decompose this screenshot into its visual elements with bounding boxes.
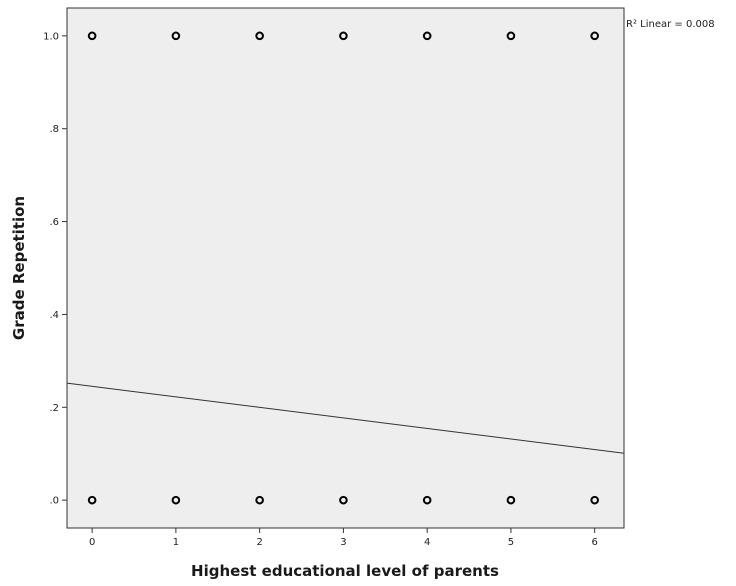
plot-area: [66, 7, 625, 529]
x-tick-label: 0: [89, 537, 95, 548]
y-tick-label: .8: [49, 124, 59, 135]
y-axis: .0 .2 .4 .6 .8 1.0: [43, 31, 67, 507]
data-point: [422, 31, 432, 41]
data-point: [590, 31, 599, 41]
x-axis: 0 1 2 3 4 5 6: [89, 528, 598, 548]
data-point: [506, 495, 516, 505]
data-point: [87, 495, 97, 505]
data-point: [171, 495, 181, 505]
y-tick-label: .4: [49, 310, 59, 321]
data-point: [590, 495, 599, 505]
data-point: [171, 31, 181, 41]
y-tick-label: 1.0: [43, 31, 59, 42]
x-tick-label: 6: [591, 537, 597, 548]
x-tick-label: 2: [256, 537, 262, 548]
data-point: [255, 31, 264, 41]
data-point: [87, 31, 97, 41]
data-point: [339, 495, 348, 505]
y-tick-label: .2: [49, 403, 59, 414]
data-point: [255, 495, 264, 505]
x-tick-label: 1: [173, 537, 179, 548]
x-tick-label: 4: [424, 537, 430, 548]
data-point: [506, 31, 516, 41]
x-tick-label: 5: [508, 537, 514, 548]
regression-fit-line: [66, 382, 625, 454]
r-squared-annotation: R² Linear = 0.008: [626, 19, 715, 30]
data-point: [422, 495, 432, 505]
data-point: [339, 31, 348, 41]
x-tick-label: 3: [340, 537, 346, 548]
y-tick-label: .0: [49, 496, 59, 507]
y-axis-title: Grade Repetition: [10, 196, 28, 340]
x-axis-title: Highest educational level of parents: [191, 562, 499, 580]
y-tick-label: .6: [49, 217, 59, 228]
data-points: [87, 31, 599, 505]
